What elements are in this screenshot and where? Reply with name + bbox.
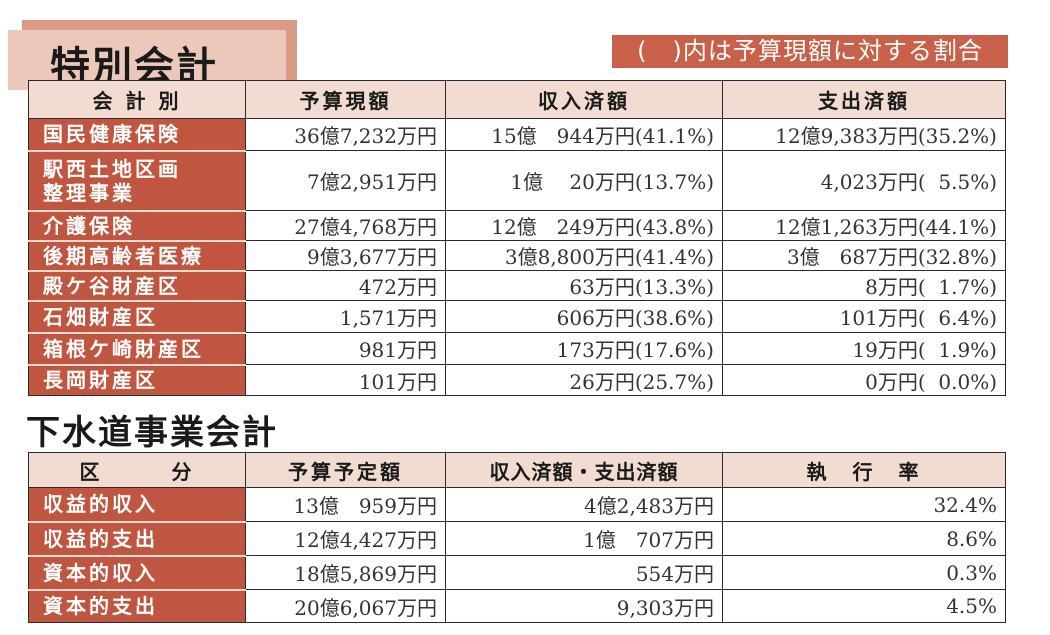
rate-cell: 32.4% [722,487,1006,522]
revenue-cell: 3億8,800万円(41.4%) [445,240,723,271]
row-label: 石畑財産区 [28,300,246,334]
row-label-line2: 整理事業 [43,180,135,205]
percentage-note: ( )内は予算現額に対する割合 [612,35,1008,68]
expenditure-cell: 19万円( 1.9%) [722,332,1006,365]
budget-cell: 13億 959万円 [245,487,446,522]
table-row: 駅西土地区画 整理事業 7億2,951万円 1億 20万円(13.7%) 4,0… [28,150,1006,212]
row-label: 箱根ケ崎財産区 [28,332,246,366]
header-actual: 収入済額・支出済額 [445,452,723,488]
row-label: 国民健康保険 [28,118,246,152]
table-row: 国民健康保険 36億7,232万円 15億 944万円(41.1%) 12億9,… [28,118,1006,152]
rate-cell: 4.5% [722,589,1006,623]
budget-cell: 981万円 [245,332,446,365]
expenditure-cell: 12億9,383万円(35.2%) [722,118,1006,151]
actual-cell: 9,303万円 [445,589,723,623]
expenditure-cell: 0万円( 0.0%) [722,364,1006,396]
header-account: 会 計 別 [28,80,246,119]
revenue-cell: 15億 944万円(41.1%) [445,118,723,151]
header-budget: 予算現額 [245,80,446,119]
header-category: 区 分 [28,452,246,488]
table-row: 箱根ケ崎財産区 981万円 173万円(17.6%) 19万円( 1.9%) [28,332,1006,366]
budget-cell: 27億4,768万円 [245,210,446,241]
header-expenditure: 支出済額 [722,80,1006,119]
table-row: 資本的支出 20億6,067万円 9,303万円 4.5% [28,589,1006,623]
table-row: 石畑財産区 1,571万円 606万円(38.6%) 101万円( 6.4%) [28,300,1006,334]
budget-cell: 101万円 [245,364,446,396]
row-label: 介護保険 [28,210,246,242]
expenditure-cell: 101万円( 6.4%) [722,300,1006,333]
actual-cell: 1億 707万円 [445,521,723,556]
row-label: 資本的支出 [28,589,246,623]
revenue-cell: 12億 249万円(43.8%) [445,210,723,241]
rate-cell: 0.3% [722,555,1006,590]
header-rate: 執 行 率 [722,452,1006,488]
table-row: 後期高齢者医療 9億3,677万円 3億8,800万円(41.4%) 3億 68… [28,240,1006,272]
expenditure-cell: 12億1,263万円(44.1%) [722,210,1006,241]
revenue-cell: 63万円(13.3%) [445,270,723,301]
table-row: 長岡財産区 101万円 26万円(25.7%) 0万円( 0.0%) [28,364,1006,396]
budget-cell: 20億6,067万円 [245,589,446,623]
table-header-row: 区 分 予算予定額 収入済額・支出済額 執 行 率 [28,452,1006,488]
row-label: 資本的収入 [28,555,246,591]
expenditure-cell: 4,023万円( 5.5%) [722,150,1006,211]
budget-cell: 9億3,677万円 [245,240,446,271]
budget-cell: 1,571万円 [245,300,446,333]
table-row: 収益的支出 12億4,427万円 1億 707万円 8.6% [28,521,1006,557]
row-label: 収益的収入 [28,487,246,523]
row-label: 収益的支出 [28,521,246,557]
budget-cell: 12億4,427万円 [245,521,446,556]
actual-cell: 4億2,483万円 [445,487,723,522]
budget-cell: 7億2,951万円 [245,150,446,211]
table-row: 殿ケ谷財産区 472万円 63万円(13.3%) 8万円( 1.7%) [28,270,1006,302]
sewer-account-table: 区 分 予算予定額 収入済額・支出済額 執 行 率 収益的収入 13億 959万… [28,452,1006,623]
expenditure-cell: 3億 687万円(32.8%) [722,240,1006,271]
expenditure-cell: 8万円( 1.7%) [722,270,1006,301]
budget-cell: 472万円 [245,270,446,301]
row-label-line1: 駅西土地区画 [43,156,181,181]
header-revenue: 収入済額 [445,80,723,119]
actual-cell: 554万円 [445,555,723,590]
row-label: 駅西土地区画 整理事業 [28,150,246,212]
rate-cell: 8.6% [722,521,1006,556]
revenue-cell: 1億 20万円(13.7%) [445,150,723,211]
budget-cell: 36億7,232万円 [245,118,446,151]
row-label: 長岡財産区 [28,364,246,396]
revenue-cell: 606万円(38.6%) [445,300,723,333]
table-row: 介護保険 27億4,768万円 12億 249万円(43.8%) 12億1,26… [28,210,1006,242]
budget-cell: 18億5,869万円 [245,555,446,590]
row-label: 殿ケ谷財産区 [28,270,246,302]
table-header-row: 会 計 別 予算現額 収入済額 支出済額 [28,80,1006,119]
row-label: 後期高齢者医療 [28,240,246,272]
header-budget: 予算予定額 [245,452,446,488]
table-row: 収益的収入 13億 959万円 4億2,483万円 32.4% [28,487,1006,523]
revenue-cell: 26万円(25.7%) [445,364,723,396]
table-row: 資本的収入 18億5,869万円 554万円 0.3% [28,555,1006,591]
revenue-cell: 173万円(17.6%) [445,332,723,365]
sewer-account-title: 下水道事業会計 [26,413,278,453]
special-accounts-table: 会 計 別 予算現額 収入済額 支出済額 国民健康保険 36億7,232万円 1… [28,80,1006,396]
